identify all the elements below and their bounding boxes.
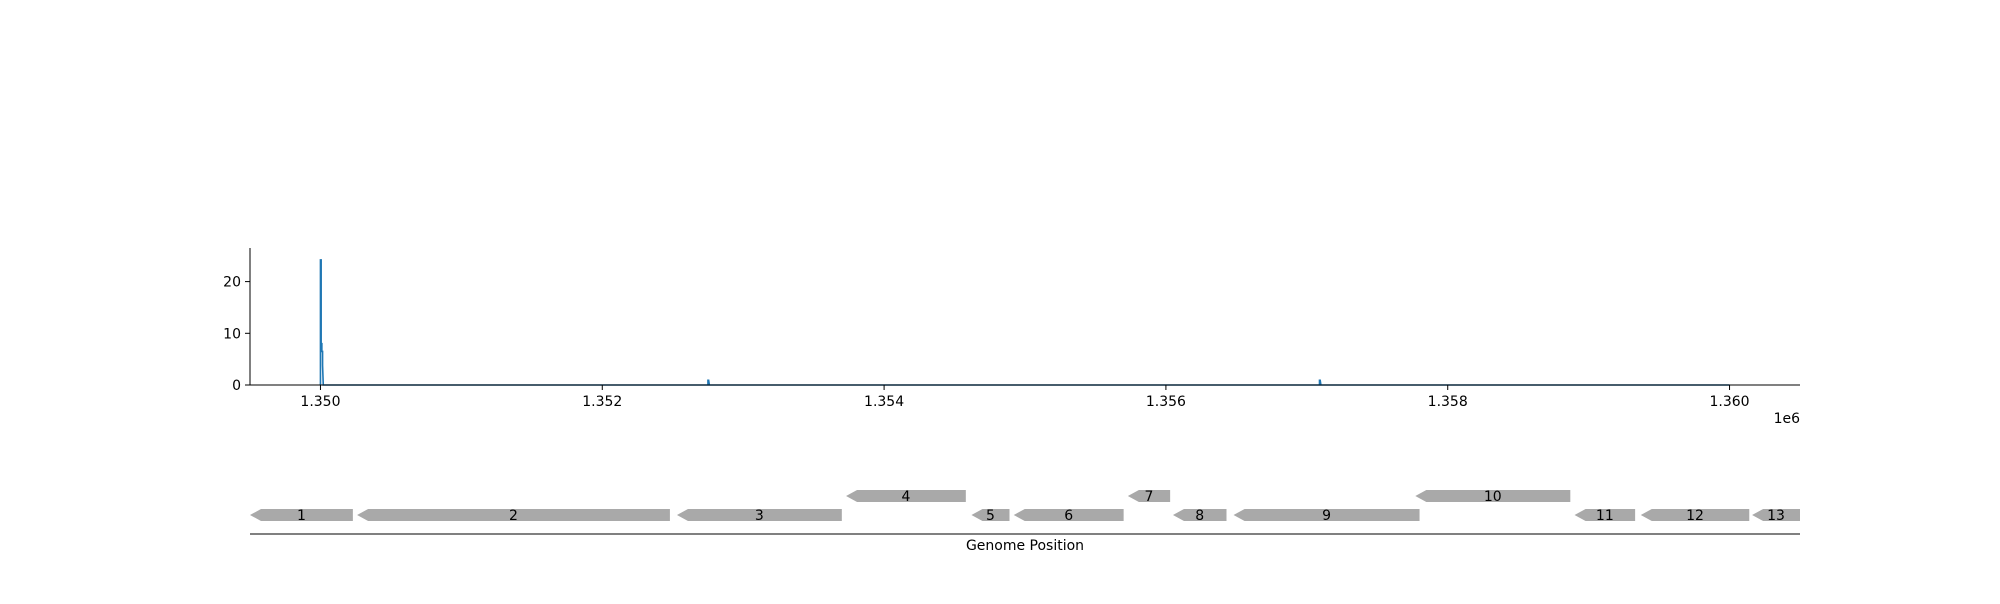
coverage-y-ticks: 0 10 20: [223, 275, 250, 394]
gene-feature-7: [1127, 490, 1171, 502]
coverage-plot: 1.350 1.352 1.354 1.356 1.358 1.360 0 10 20 1e6: [223, 248, 1800, 427]
gene-label-7: 7: [1145, 489, 1154, 505]
gene-feature-4: [846, 490, 966, 502]
gene-label-2: 2: [509, 508, 518, 524]
gene-feature-3: [676, 509, 842, 521]
genome-position-label: Genome Position: [966, 538, 1084, 554]
gene-feature-8: [1172, 509, 1227, 521]
gene-feature-10: [1415, 490, 1571, 502]
coverage-x-ticks: 1.350 1.352 1.354 1.356 1.358 1.360: [300, 385, 1750, 410]
x-tick-label: 1.354: [864, 394, 904, 410]
gene-label-10: 10: [1484, 489, 1502, 505]
coverage-series-line-0: [319, 259, 1730, 386]
x-tick-label: 1.352: [582, 394, 622, 410]
gene-feature-9: [1233, 509, 1420, 521]
gene-feature-1: [250, 509, 353, 521]
x-offset-label: 1e6: [1774, 411, 1801, 427]
x-tick-label: 1.356: [1146, 394, 1186, 410]
y-tick-label: 20: [223, 275, 241, 291]
y-tick-label: 10: [223, 326, 241, 342]
gene-label-5: 5: [986, 508, 995, 524]
gene-label-8: 8: [1195, 508, 1204, 524]
gene-feature-5: [971, 509, 1010, 521]
gene-label-11: 11: [1596, 508, 1614, 524]
gene-feature-2: [357, 509, 670, 521]
y-tick-label: 0: [232, 378, 241, 394]
gene-label-4: 4: [901, 489, 910, 505]
gene-feature-13: [1752, 509, 1800, 521]
gene-label-13: 13: [1767, 508, 1785, 524]
gene-label-6: 6: [1064, 508, 1073, 524]
gene-label-1: 1: [297, 508, 306, 524]
gene-feature-11: [1574, 509, 1636, 521]
gene-feature-12: [1640, 509, 1750, 521]
x-tick-label: 1.350: [300, 394, 340, 410]
gene-feature-6: [1013, 509, 1124, 521]
gene-label-12: 12: [1686, 508, 1704, 524]
x-tick-label: 1.358: [1428, 394, 1468, 410]
x-tick-label: 1.360: [1709, 394, 1749, 410]
gene-label-9: 9: [1322, 508, 1331, 524]
coverage-line-layer: [319, 259, 1730, 386]
gene-label-3: 3: [755, 508, 764, 524]
